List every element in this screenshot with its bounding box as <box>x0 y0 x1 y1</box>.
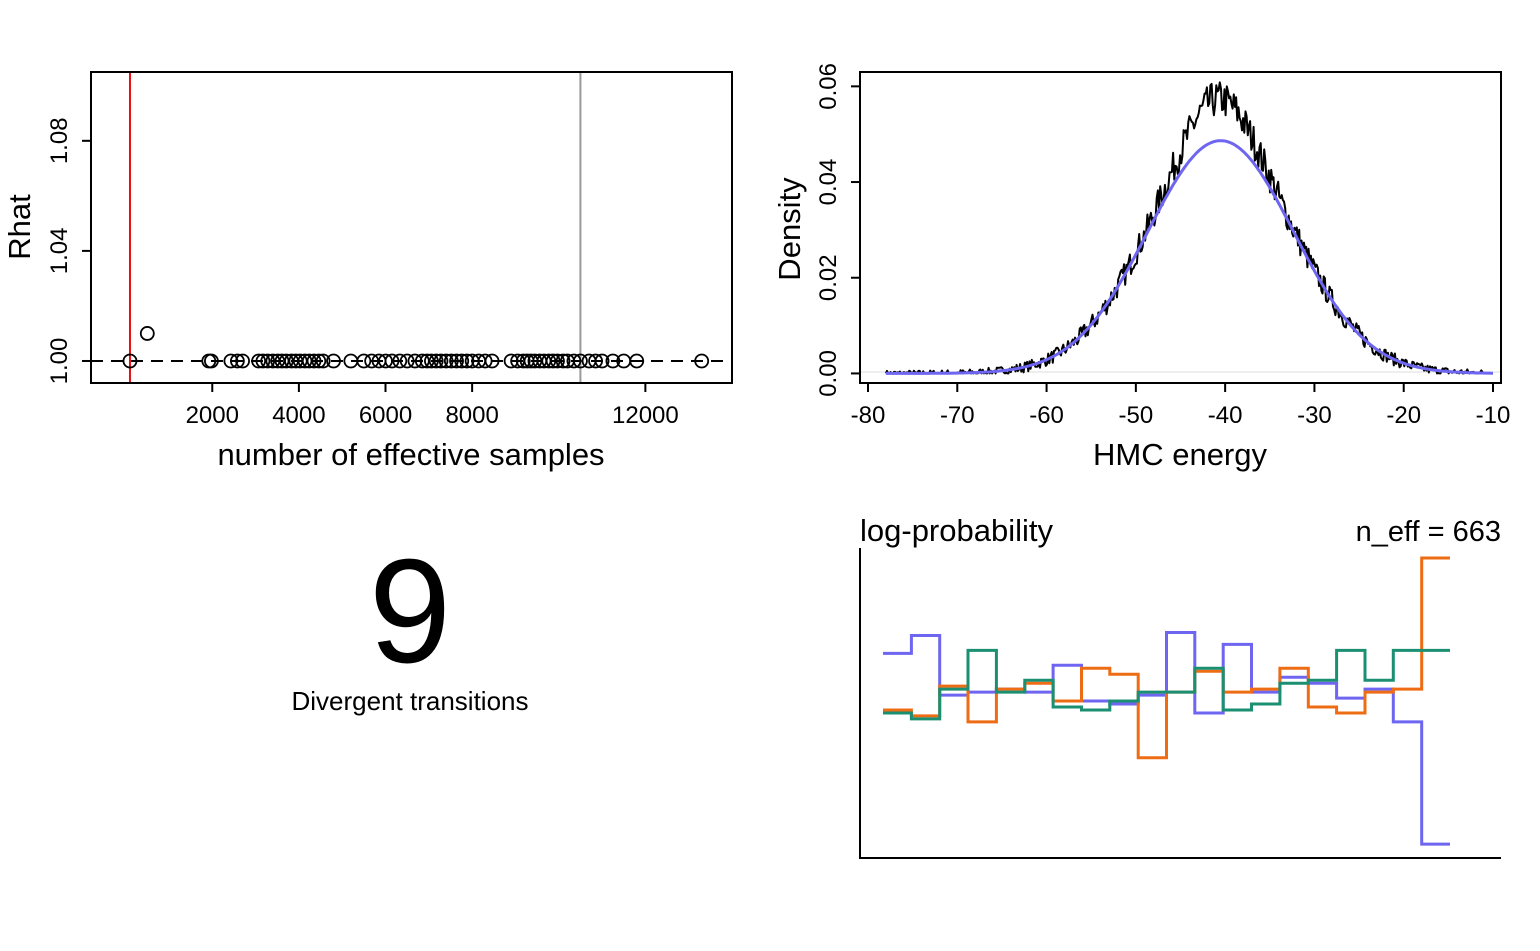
divergent-label: Divergent transitions <box>291 686 529 716</box>
rhat-point <box>428 353 444 369</box>
logprob-series-group <box>883 556 1450 846</box>
logprob-series-3-line <box>883 648 1450 721</box>
rhat-panel: 2000 4000 6000 8000 12000 1.00 1.04 1.08 number… <box>2 71 733 472</box>
rhat-point <box>315 353 331 369</box>
rhat-point <box>629 353 645 369</box>
rhat-point <box>255 353 271 369</box>
rhat-point <box>459 353 475 369</box>
energy-x-tick-label: -80 <box>851 402 886 429</box>
rhat-point <box>399 353 415 369</box>
rhat-point <box>229 353 245 369</box>
rhat-point <box>139 326 155 341</box>
rhat-point <box>594 353 610 369</box>
rhat-tick-group: 2000 4000 6000 8000 12000 1.00 1.04 1.08 <box>46 117 679 429</box>
rhat-point <box>449 353 464 369</box>
rhat-point <box>573 353 588 369</box>
energy-x-tick-label: -20 <box>1386 402 1421 429</box>
rhat-point <box>477 353 493 369</box>
rhat-point <box>433 353 449 369</box>
rhat-x-tick-label: 4000 <box>272 402 325 429</box>
rhat-point <box>306 353 322 369</box>
rhat-point <box>541 353 557 369</box>
energy-x-tick-label: -70 <box>940 402 975 429</box>
rhat-point <box>605 353 621 369</box>
rhat-point <box>392 353 408 369</box>
logprob-series-2-line <box>883 556 1450 760</box>
energy-x-tick-label: -60 <box>1029 402 1064 429</box>
rhat-y-tick-label: 1.08 <box>46 117 73 164</box>
rhat-point <box>694 353 710 369</box>
rhat-y-tick-label: 1.04 <box>46 228 73 275</box>
divergent-count: 9 <box>368 529 452 694</box>
rhat-point <box>424 353 439 369</box>
rhat-x-axis-label: number of effective samples <box>217 437 604 472</box>
rhat-x-tick-label: 8000 <box>445 402 498 429</box>
energy-y-tick-label: 0.02 <box>815 254 842 301</box>
energy-x-tick-label: -10 <box>1476 402 1511 429</box>
energy-plot-frame <box>859 71 1502 384</box>
rhat-lines <box>91 72 732 383</box>
energy-panel: -80 -70 -60 -50 -40 -30 -20 -10 0.00 0.02 0.04 0.06… <box>772 63 1510 472</box>
energy-x-tick-label: -30 <box>1297 402 1332 429</box>
energy-x-axis-label: HMC energy <box>1093 437 1267 472</box>
rhat-y-axis-label: Rhat <box>2 194 37 260</box>
rhat-point <box>251 353 267 369</box>
energy-y-tick-label: 0.00 <box>815 350 842 397</box>
rhat-point <box>438 353 454 369</box>
rhat-point <box>223 353 239 369</box>
rhat-point <box>378 353 393 369</box>
rhat-point <box>311 353 327 369</box>
rhat-point <box>122 353 138 369</box>
rhat-point <box>356 353 372 369</box>
rhat-points <box>122 326 710 369</box>
rhat-x-tick-label: 6000 <box>359 402 412 429</box>
rhat-plot-frame <box>90 71 733 384</box>
rhat-point <box>555 353 571 369</box>
energy-empirical-line <box>884 81 1493 375</box>
rhat-point <box>235 353 250 369</box>
rhat-point <box>484 353 500 369</box>
rhat-point <box>550 353 565 369</box>
energy-y-axis-label: Density <box>772 177 807 281</box>
rhat-point <box>566 353 582 369</box>
rhat-y-tick-label: 1.00 <box>46 338 73 385</box>
energy-tick-group: -80 -70 -60 -50 -40 -30 -20 -10 0.00 0.02 0.04 0.06 <box>815 63 1510 429</box>
energy-y-tick-label: 0.04 <box>815 159 842 206</box>
rhat-x-tick-label: 12000 <box>612 402 679 429</box>
rhat-point <box>384 353 400 369</box>
energy-normal-fit-line <box>885 139 1493 375</box>
rhat-x-tick-label: 2000 <box>186 402 239 429</box>
energy-y-tick-label: 0.06 <box>815 63 842 110</box>
rhat-point <box>588 353 603 369</box>
energy-x-tick-label: -50 <box>1119 402 1154 429</box>
logprob-panel: log-probability n_eff = 663 <box>859 513 1501 859</box>
rhat-point <box>326 353 341 369</box>
rhat-point <box>515 353 531 369</box>
rhat-point <box>443 353 459 369</box>
rhat-point <box>545 353 561 369</box>
logprob-series-1-line <box>883 631 1450 846</box>
rhat-point <box>454 353 470 369</box>
rhat-point <box>204 353 219 369</box>
rhat-point <box>260 353 276 369</box>
logprob-neff-annotation: n_eff = 663 <box>1356 516 1501 548</box>
energy-x-tick-label: -40 <box>1208 402 1243 429</box>
logprob-title: log-probability <box>860 513 1053 548</box>
